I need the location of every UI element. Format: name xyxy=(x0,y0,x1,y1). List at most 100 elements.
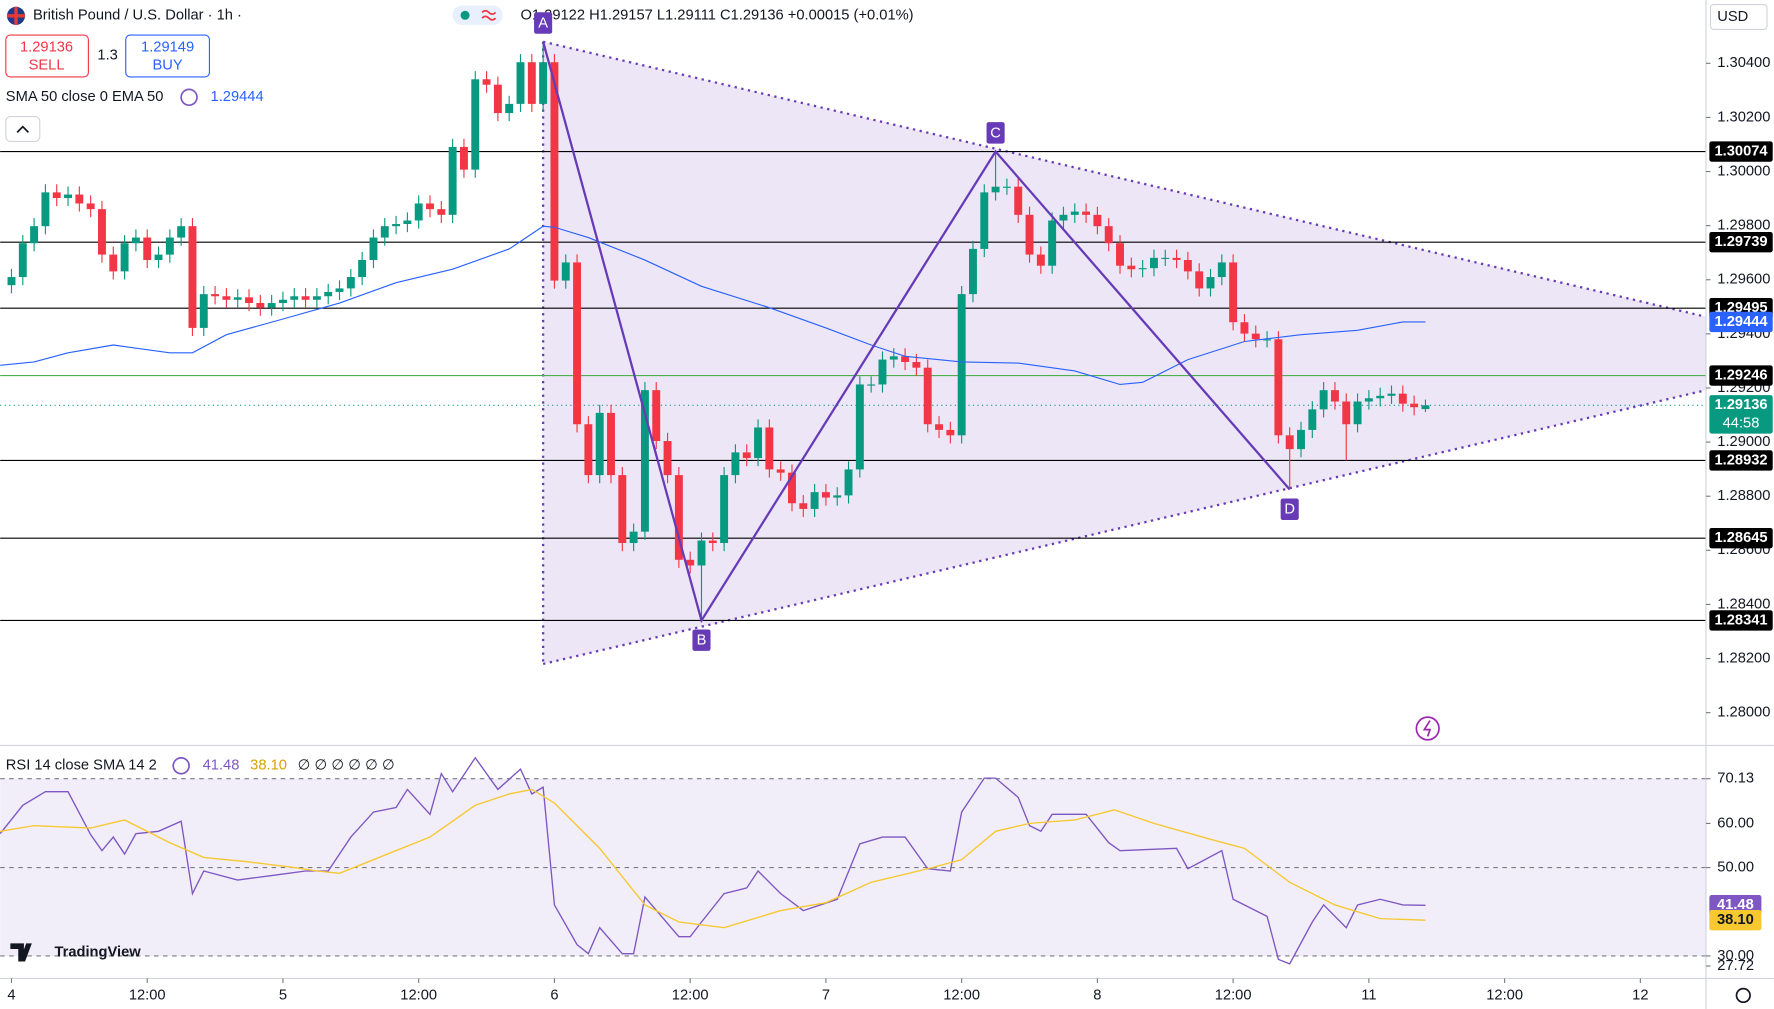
candle-body xyxy=(1376,395,1385,399)
candle-body xyxy=(1387,393,1396,396)
rsi-icon[interactable] xyxy=(172,757,190,775)
sell-button[interactable] xyxy=(5,34,89,78)
candle-body xyxy=(935,424,943,430)
candle-body xyxy=(30,226,39,244)
level-box xyxy=(1709,231,1773,253)
candle-body xyxy=(1183,260,1192,272)
triangle-fill xyxy=(543,41,1706,664)
candle-body xyxy=(1330,390,1339,402)
candle-body xyxy=(324,291,333,297)
candle-body xyxy=(1025,214,1034,255)
candle-body xyxy=(1240,322,1249,334)
level-label: 1.30074 xyxy=(1714,143,1768,159)
pattern-line xyxy=(542,41,1291,624)
candle-body xyxy=(1014,186,1023,215)
candle-body xyxy=(437,209,446,215)
x-tick-label: 4 xyxy=(7,987,15,1003)
candle-body xyxy=(833,495,842,498)
candle-body xyxy=(923,367,932,425)
currency-button[interactable] xyxy=(1709,3,1768,30)
y-tick-label: 1.28000 xyxy=(1717,705,1770,721)
buy-price: 1.29149 xyxy=(141,39,194,55)
candle-body xyxy=(912,362,921,368)
candle-body xyxy=(109,254,118,272)
candle-body xyxy=(754,427,763,459)
candle-body xyxy=(731,452,740,476)
brand-logo xyxy=(10,943,32,962)
pattern-badge xyxy=(692,629,711,651)
y-tick-label: 27.72 xyxy=(1717,958,1754,974)
market-status[interactable] xyxy=(452,5,503,25)
y-tick-label: 30.00 xyxy=(1717,948,1754,964)
candle-body xyxy=(1172,257,1181,261)
rsi-line xyxy=(0,788,1426,929)
candle-body xyxy=(290,296,299,300)
collapse-button[interactable] xyxy=(5,115,41,142)
alert-icon[interactable] xyxy=(1415,716,1440,741)
candle-body xyxy=(75,194,84,204)
candle-body xyxy=(301,296,310,300)
candle-body xyxy=(788,472,796,504)
candle-body xyxy=(1308,409,1317,430)
candle-body xyxy=(98,209,106,255)
settings-icon[interactable] xyxy=(1735,987,1751,1004)
candle-body xyxy=(233,297,242,300)
y-tick-label: 1.30400 xyxy=(1717,55,1770,71)
candle-body xyxy=(471,79,480,170)
candle-body xyxy=(629,531,638,544)
pattern-badge xyxy=(986,122,1005,144)
candle-body xyxy=(414,203,423,221)
y-tick-label: 1.29000 xyxy=(1717,434,1770,450)
rsi-value-label: 41.48 xyxy=(1717,897,1754,913)
ema-box xyxy=(1709,311,1773,333)
rsi-value-box xyxy=(1709,909,1762,931)
pattern-badge xyxy=(534,12,553,34)
candle-body xyxy=(256,303,265,308)
candle-body xyxy=(663,441,672,476)
indicator-icon[interactable] xyxy=(180,88,198,107)
sell-price: 1.29136 xyxy=(20,39,73,55)
candle-body xyxy=(618,475,627,544)
candle-body xyxy=(1251,333,1260,340)
candle-body xyxy=(131,237,140,244)
candle-body xyxy=(1217,262,1226,278)
buy-button[interactable] xyxy=(125,34,210,78)
rsi-line xyxy=(0,756,1426,965)
candle-body xyxy=(505,103,514,114)
candle-body xyxy=(1059,214,1068,221)
candle-body xyxy=(459,146,468,170)
candle-body xyxy=(1048,220,1057,266)
pattern-badge xyxy=(1280,498,1299,520)
flag-cross xyxy=(6,6,26,25)
candle-body xyxy=(1285,435,1294,450)
candle-body xyxy=(1274,339,1283,436)
candle-body xyxy=(346,277,355,289)
candle-body xyxy=(720,475,729,544)
rsi-flags: ∅ ∅ ∅ ∅ ∅ ∅ xyxy=(298,758,395,774)
candle-body xyxy=(991,186,1000,193)
spread: 1.3 xyxy=(97,47,117,63)
triangle-edge xyxy=(542,389,1707,666)
y-tick-label: 1.29600 xyxy=(1717,272,1770,288)
candle-body xyxy=(143,237,152,261)
candle-body xyxy=(41,192,50,227)
candle-body xyxy=(245,297,253,304)
candle-body xyxy=(980,192,989,249)
candle-body xyxy=(177,226,186,238)
candle-body xyxy=(957,294,966,436)
candle-body xyxy=(821,492,830,498)
candle-body xyxy=(1342,401,1351,425)
candle-body xyxy=(1206,277,1215,289)
level-box xyxy=(1709,141,1773,162)
countdown: 44:58 xyxy=(1723,415,1760,431)
candle-body xyxy=(1104,226,1113,244)
candle-body xyxy=(165,237,174,255)
candle-body xyxy=(1410,403,1419,408)
candle-body xyxy=(120,243,129,272)
y-tick-label: 1.28400 xyxy=(1717,596,1770,612)
candle-body xyxy=(765,427,774,470)
